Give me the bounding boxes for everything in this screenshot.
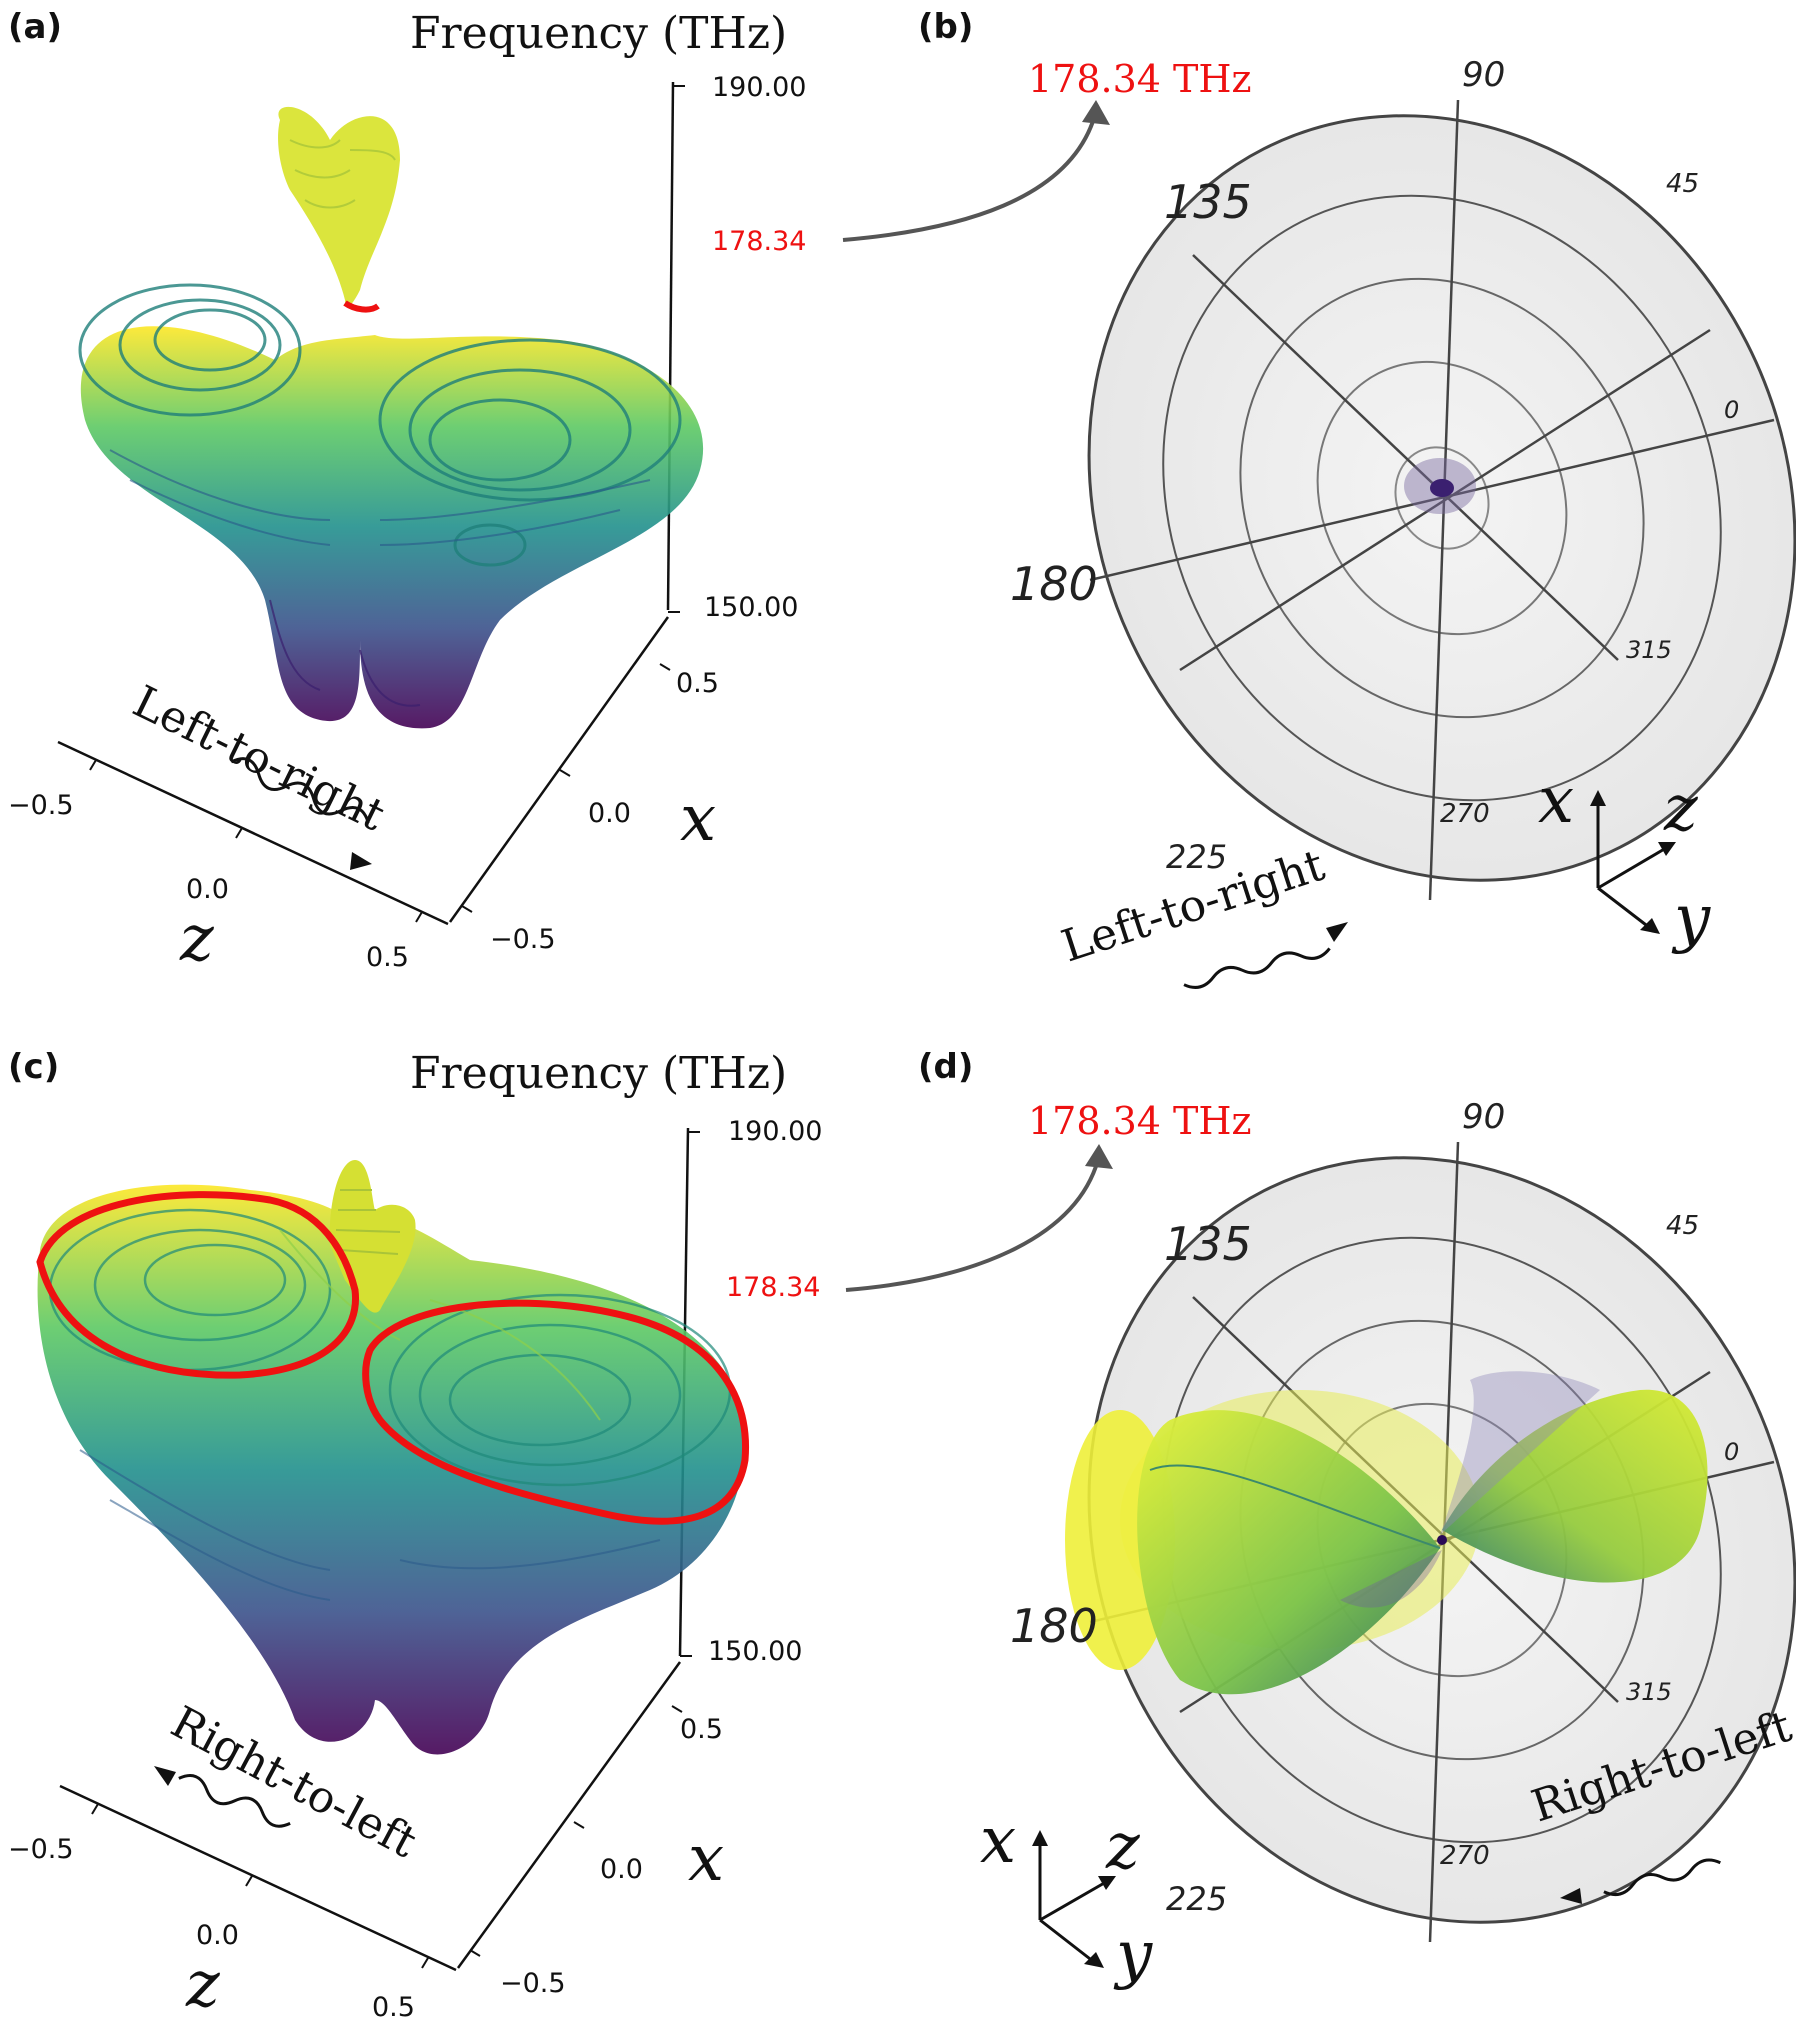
panel-a-title: Frequency (THz) [410, 8, 787, 59]
panel-a-connector-arrowhead [1082, 100, 1110, 125]
panel-c-freq-tick-max: 190.00 [728, 1116, 822, 1147]
panel-a-x-tick-3: −0.5 [490, 924, 556, 955]
panel-a-freq-tick-max: 190.00 [712, 72, 806, 103]
panel-d-angle-180: 180 [1010, 1599, 1098, 1653]
panel-a-z-axis-label: z [179, 902, 215, 976]
panel-a-z-tick-3: 0.5 [366, 942, 409, 973]
panel-a-freq-tick-mid: 178.34 [712, 226, 806, 257]
panel-a-surface [78, 106, 704, 729]
panel-d-radiation-lobes [1065, 1371, 1708, 1695]
panel-d-angle-225: 225 [1166, 1880, 1227, 1918]
panel-d-angle-90: 90 [1462, 1097, 1505, 1137]
panel-b-axis-x: x [1538, 764, 1574, 838]
panel-b-angle-270: 270 [1440, 799, 1490, 829]
panel-c-z-axis-label: z [185, 1948, 221, 2022]
panel-d-axis-z: z [1105, 1810, 1141, 1884]
panel-c-z-tick-1: −0.5 [8, 1834, 74, 1865]
panel-a-x-axis-label: x [680, 782, 716, 856]
panel-b-angle-0: 0 [1724, 396, 1739, 424]
panel-d-axis-triad: x z y [980, 1804, 1153, 1992]
panel-b-angle-315: 315 [1626, 636, 1672, 664]
panel-c-arrow-icon [154, 1766, 176, 1786]
panel-a-x-tick-1: 0.5 [676, 668, 719, 699]
panel-d-angle-270: 270 [1440, 1841, 1490, 1871]
panel-d-angle-45: 45 [1666, 1211, 1699, 1241]
panel-d-angle-0: 0 [1724, 1438, 1739, 1466]
panel-c-connector-arrow [845, 1159, 1100, 1292]
panel-a-z-tick-2: 0.0 [186, 874, 229, 905]
panel-c-connector-arrowhead [1085, 1144, 1113, 1169]
panel-d-arrow-icon [1560, 1888, 1582, 1904]
panel-b-wave-icon [1183, 947, 1331, 989]
panel-d-wave-icon [1603, 1858, 1721, 1897]
panel-a-x-tick-2: 0.0 [588, 798, 631, 829]
panel-d-frequency: 178.34 THz [1028, 1099, 1252, 1143]
panel-a-connector-arrow [842, 114, 1097, 242]
panel-a-wave-icon [230, 757, 370, 824]
panel-c-x-tick-3: −0.5 [500, 1968, 566, 1999]
panel-b-angle-90: 90 [1462, 55, 1505, 95]
panel-c-title: Frequency (THz) [410, 1048, 787, 1099]
panel-d-angle-135: 135 [1164, 1217, 1252, 1271]
panel-c-x-tick-1: 0.5 [680, 1714, 723, 1745]
panel-d-axis-x: x [980, 1804, 1016, 1878]
panel-d-axis-y: y [1113, 1918, 1153, 1992]
panel-c-surface [36, 1160, 750, 1755]
panel-b-angle-225: 225 [1166, 838, 1227, 876]
panel-c-x-tick-2: 0.0 [600, 1854, 643, 1885]
panel-d: (d) 178.34 THz 90 45 0 315 270 225 [918, 1047, 1796, 1992]
panel-c-label: (c) [8, 1047, 59, 1087]
panel-d-angle-315: 315 [1626, 1678, 1672, 1706]
panel-a: (a) Frequency (THz) 190.00 178.34 150.00… [8, 7, 1110, 976]
panel-b-axis-y: y [1671, 882, 1711, 956]
panel-b-label: (b) [918, 7, 973, 47]
panel-c: (c) Frequency (THz) 190.00 178.34 150.00… [8, 1047, 1113, 2022]
panel-c-z-tick-2: 0.0 [196, 1920, 239, 1951]
panel-a-arrow-icon [350, 852, 372, 870]
panel-c-freq-tick-min: 150.00 [708, 1636, 802, 1667]
panel-b-angle-45: 45 [1666, 169, 1699, 199]
panel-b-arrow-icon [1326, 922, 1348, 942]
panel-a-label: (a) [8, 7, 62, 47]
panel-c-x-axis-label: x [688, 1822, 724, 1896]
panel-d-label: (d) [918, 1047, 973, 1087]
panel-b-axis-z: z [1663, 772, 1699, 846]
panel-b-polar-disc [1087, 99, 1796, 901]
panel-b: (b) 178.34 THz 90 45 0 315 270 225 180 1… [918, 7, 1796, 989]
panel-c-z-tick-3: 0.5 [372, 1992, 415, 2022]
panel-b-angle-135: 135 [1164, 175, 1252, 229]
panel-b-angle-180: 180 [1010, 557, 1098, 611]
panel-a-z-tick-1: −0.5 [8, 790, 74, 821]
panel-a-freq-tick-min: 150.00 [704, 592, 798, 623]
panel-b-frequency: 178.34 THz [1028, 57, 1252, 101]
panel-c-freq-tick-mid: 178.34 [726, 1272, 820, 1303]
panel-b-axis-triad: x z y [1538, 764, 1711, 956]
panel-c-wave-icon [178, 1774, 291, 1828]
